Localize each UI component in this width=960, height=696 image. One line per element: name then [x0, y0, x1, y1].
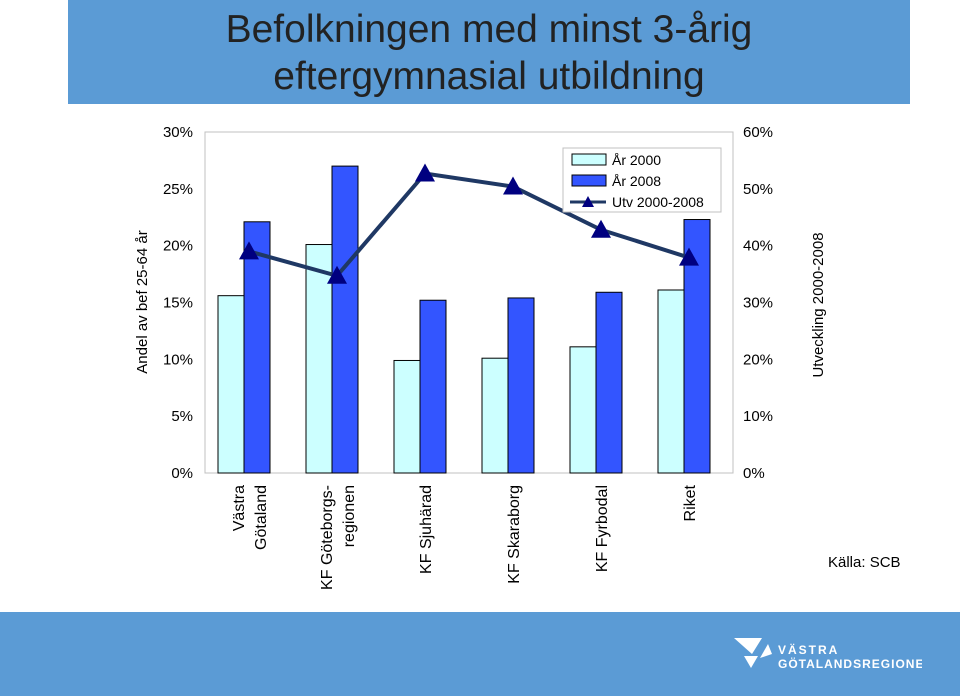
line-marker [503, 176, 523, 195]
category-label-line: Västra [231, 485, 248, 531]
y-tick-label: 30% [163, 124, 193, 141]
y-tick-label: 20% [163, 238, 193, 255]
line-utv-2000-2008 [248, 171, 690, 279]
y2-tick-label: 30% [743, 295, 773, 312]
bar-2000 [657, 289, 685, 474]
bar-2000 [569, 346, 597, 474]
chart: 0% 5% 10% 15% 20% 25% 30% 0% 10% 20% 30% 40% 50% 60% A… [134, 124, 827, 590]
y-tick-label: 15% [163, 295, 193, 312]
title-banner [68, 0, 910, 104]
category-label: KF Skaraborg [506, 485, 523, 584]
bar-2008 [243, 221, 271, 474]
y2-tick-label: 60% [743, 124, 773, 141]
y-tick-label: 5% [171, 408, 193, 425]
bar-2000 [217, 295, 245, 474]
footer-banner-bg [0, 612, 960, 696]
line-marker [415, 163, 435, 182]
line-marker [679, 247, 699, 266]
vgr-logo: VÄSTRA GÖTALANDSREGIONEN [734, 638, 922, 671]
category-label-line: KF Sjuhärad [418, 485, 435, 574]
logo-text-line-2: GÖTALANDSREGIONEN [778, 656, 922, 671]
legend-marker [582, 196, 594, 207]
source-note: Källa: SCB [828, 554, 901, 571]
chart-title-line-1: Befolkningen med minst 3-årig [225, 8, 753, 51]
legend-label: Utv 2000-2008 [612, 194, 704, 210]
bar-2000 [305, 244, 333, 474]
category-label: KF Fyrbodal [594, 485, 611, 572]
category-label-line: KF Göteborgs- [319, 485, 336, 590]
y2-tick-label: 20% [743, 351, 773, 368]
logo-mark-icon [734, 638, 772, 668]
bar-2008 [507, 297, 535, 474]
category-label-line: KF Skaraborg [506, 485, 523, 584]
category-label: KF Göteborgs-regionen [319, 485, 358, 590]
logo-text-line-1: VÄSTRA [778, 642, 839, 657]
y-tick-label: 0% [171, 465, 193, 482]
bar-2000 [481, 357, 509, 474]
category-label: KF Sjuhärad [418, 485, 435, 574]
category-label-line: Riket [682, 484, 699, 521]
y2-tick-label: 50% [743, 181, 773, 198]
chart-title-line-2: eftergymnasial utbildning [273, 55, 705, 98]
category-label: Västra Götaland [231, 485, 270, 550]
line-marker [591, 219, 611, 238]
category-label-line: KF Fyrbodal [594, 485, 611, 572]
y2-tick-label: 10% [743, 408, 773, 425]
bar-2008 [595, 291, 623, 474]
category-label-line: regionen [341, 485, 358, 547]
y2-axis-label: Utveckling 2000-2008 [810, 232, 827, 377]
title-band: Befolkningen med minst 3-årig eftergymna… [68, 0, 910, 104]
legend-label: År 2000 [612, 152, 661, 168]
bar-2008 [419, 299, 447, 474]
y-tick-label: 25% [163, 181, 193, 198]
footer-banner [0, 612, 960, 696]
bar-2000 [393, 359, 421, 474]
y2-tick-label: 40% [743, 238, 773, 255]
y2-tick-label: 0% [743, 465, 765, 482]
line-marker [239, 241, 259, 260]
plot-area-border [204, 131, 734, 474]
line-marker [327, 265, 347, 284]
bar-2008 [331, 165, 359, 474]
legend-label: År 2008 [612, 173, 661, 189]
legend-swatch [571, 153, 607, 166]
title-banner-bg [68, 0, 910, 104]
y-axis-label: Andel av bef 25-64 år [134, 230, 151, 373]
legend-swatch [571, 174, 607, 187]
y-tick-label: 10% [163, 351, 193, 368]
category-label: Riket [682, 484, 699, 521]
category-label-line: Götaland [253, 485, 270, 550]
legend: År 2000 År 2008 Utv 2000-2008 [562, 147, 722, 213]
